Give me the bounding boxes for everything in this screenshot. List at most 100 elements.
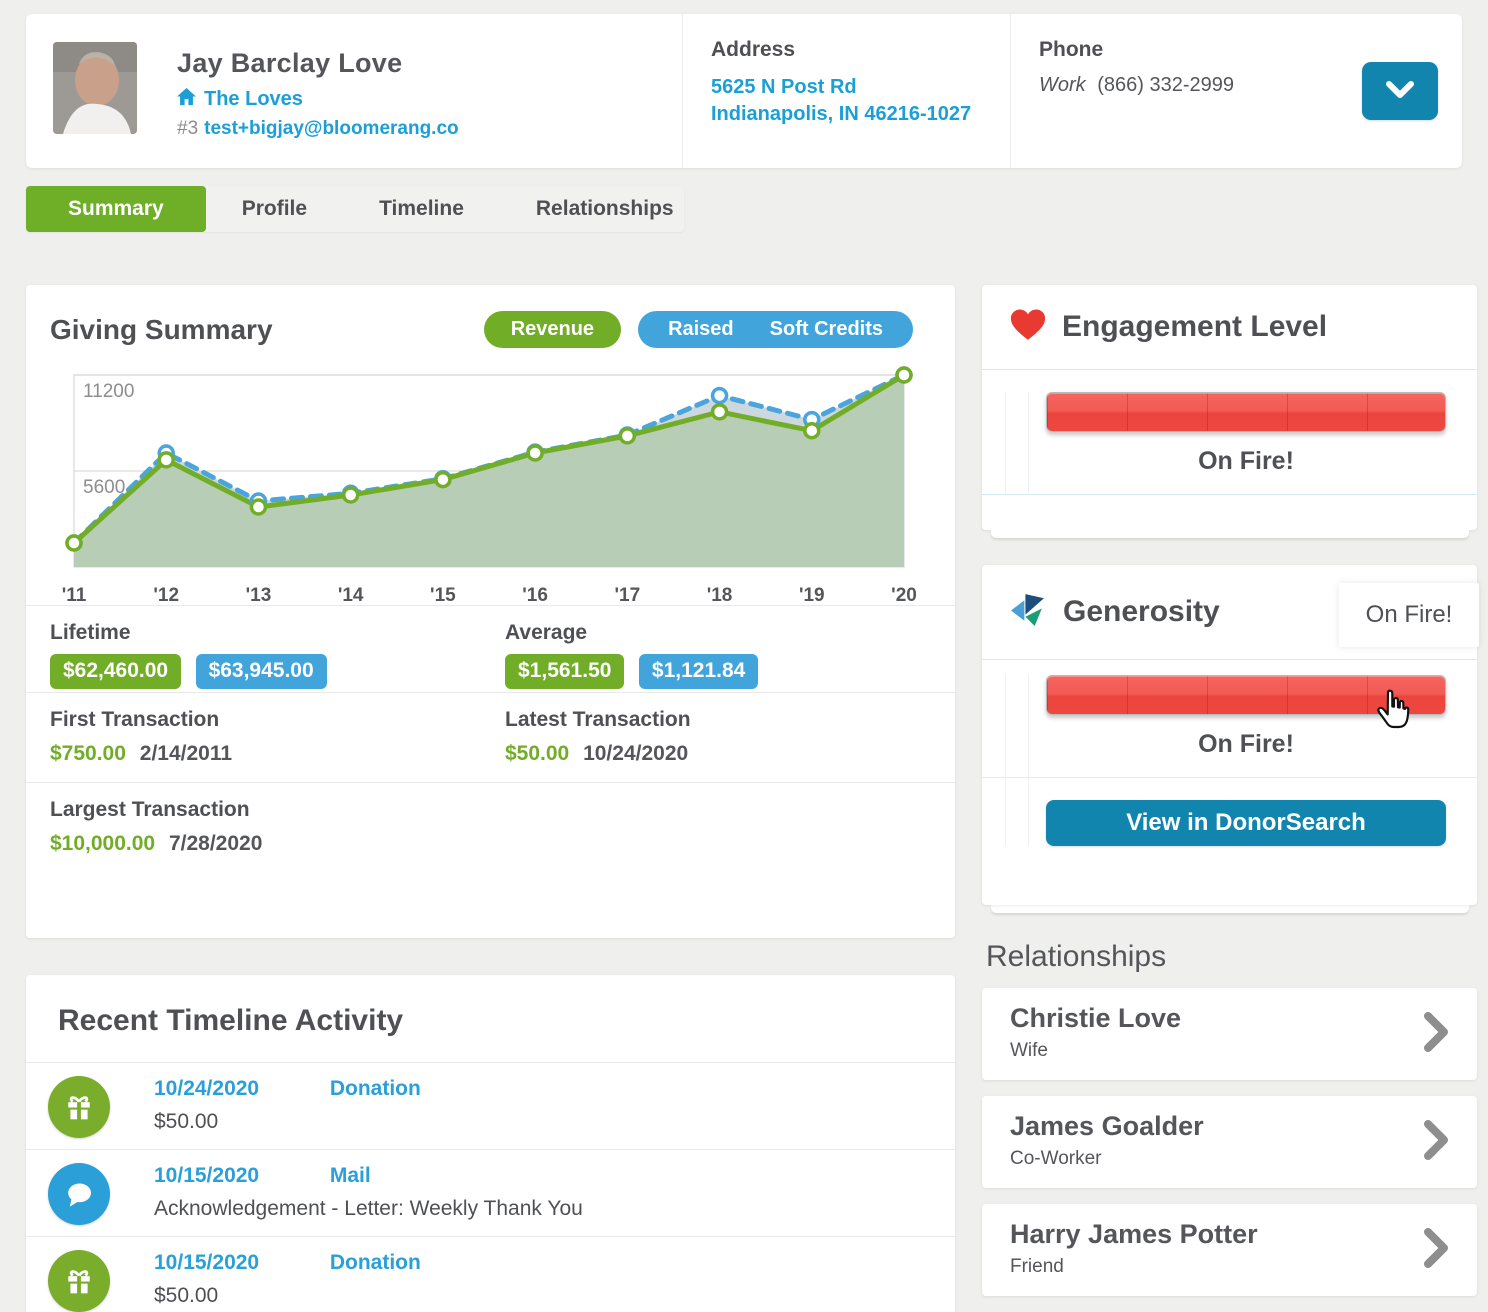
generosity-title: Generosity (1063, 595, 1220, 628)
generosity-meter[interactable] (1046, 675, 1446, 715)
svg-text:'13: '13 (246, 585, 272, 606)
giving-summary-card: Giving Summary Revenue Raised Soft Credi… (26, 285, 955, 938)
engagement-header: Engagement Level (982, 285, 1477, 370)
address-line1-link[interactable]: 5625 N Post Rd (711, 76, 857, 98)
soft-credits-toggle-button[interactable]: Soft Credits (769, 318, 883, 340)
largest-transaction-date: 7/28/2020 (168, 832, 263, 855)
giving-chart-wrap: 11200 5600 '11 '12 '13 '14 '15 '16 '17 '18 '19 '20 (62, 366, 917, 606)
phone-line: Work (866) 332-2999 (1039, 74, 1342, 97)
raised-toggle-button[interactable]: Raised (668, 318, 734, 340)
lifetime-revenue-badge: $62,460.00 (50, 654, 182, 689)
relationship-name: Christie Love (1010, 1003, 1182, 1033)
giving-chart[interactable]: 11200 5600 '11 '12 '13 '14 '15 '16 '17 '18 '19 '20 (62, 366, 917, 606)
svg-text:'19: '19 (799, 585, 825, 606)
header-actions (1342, 14, 1462, 168)
donor-email-link[interactable]: test+bigjay@bloomerang.co (204, 118, 459, 139)
generosity-body: On Fire! View in DonorSearch (982, 675, 1477, 846)
timeline-row[interactable]: 10/15/2020 Mail Acknowledgement - Letter… (26, 1149, 955, 1236)
totals-row: Lifetime $62,460.00 $63,945.00 Average $… (26, 605, 955, 692)
timeline-type-link[interactable]: Donation (329, 1251, 421, 1274)
svg-text:'11: '11 (62, 585, 87, 606)
largest-transaction-label: Largest Transaction (50, 798, 250, 821)
svg-text:'17: '17 (615, 585, 641, 606)
average-revenue-badge: $1,561.50 (505, 654, 625, 689)
svg-text:'20: '20 (891, 585, 917, 606)
svg-text:'15: '15 (430, 585, 456, 606)
tab-relationships[interactable]: Relationships (535, 197, 674, 220)
address-line2-link[interactable]: Indianapolis, IN 46216-1027 (711, 103, 972, 125)
address-section: Address 5625 N Post Rd Indianapolis, IN … (682, 14, 1010, 168)
timeline-row[interactable]: 10/24/2020 Donation $50.00 (26, 1062, 955, 1149)
donor-photo (53, 42, 137, 134)
timeline-type-link[interactable]: Mail (329, 1164, 371, 1187)
tab-profile[interactable]: Profile (241, 197, 308, 220)
average-cell: Average $1,561.50 $1,121.84 (505, 621, 955, 692)
chevron-right-icon (1423, 1120, 1449, 1165)
main-content: Giving Summary Revenue Raised Soft Credi… (26, 285, 1479, 1312)
engagement-card: Engagement Level On Fire! (982, 285, 1477, 530)
relationship-role: Co-Worker (1010, 1148, 1102, 1169)
raised-softcredits-toggle: Raised Soft Credits (638, 311, 913, 348)
view-in-donorsearch-button[interactable]: View in DonorSearch (1046, 800, 1446, 846)
timeline-date-link[interactable]: 10/15/2020 (154, 1164, 260, 1187)
phone-type: Work (1039, 74, 1086, 96)
relationship-name: Harry James Potter (1010, 1219, 1258, 1249)
household-link[interactable]: The Loves (204, 88, 303, 110)
lifetime-raised-badge: $63,945.00 (195, 654, 327, 689)
latest-transaction-cell: Latest Transaction $50.00 10/24/2020 (505, 708, 955, 782)
relationship-card[interactable]: James Goalder Co-Worker (982, 1096, 1477, 1188)
generosity-header: Generosity (982, 565, 1477, 660)
giving-summary-header: Giving Summary Revenue Raised Soft Credi… (26, 285, 955, 348)
latest-transaction-amount: $50.00 (505, 742, 570, 765)
timeline-row[interactable]: 10/15/2020 Donation $50.00 (26, 1236, 955, 1312)
timeline-type-link[interactable]: Donation (329, 1077, 421, 1100)
tab-timeline[interactable]: Timeline (379, 197, 464, 220)
relationship-card[interactable]: Christie Love Wife (982, 988, 1477, 1080)
chevron-right-icon (1423, 1228, 1449, 1273)
timeline-detail: $50.00 (154, 1284, 219, 1307)
timeline-date-link[interactable]: 10/24/2020 (154, 1077, 260, 1100)
phone-section: Phone Work (866) 332-2999 (1010, 14, 1342, 168)
donor-ident-text: Jay Barclay Love The Loves #3 test+bigjay… (177, 42, 459, 168)
relationship-role: Wife (1010, 1040, 1048, 1061)
account-number: #3 (177, 118, 199, 139)
relationship-name: James Goalder (1010, 1111, 1204, 1141)
profile-tabs: Summary Profile Timeline Relationships (26, 186, 684, 232)
donor-identity: Jay Barclay Love The Loves #3 test+bigjay… (26, 14, 682, 168)
gift-icon (48, 1250, 110, 1312)
svg-text:11200: 11200 (83, 381, 134, 402)
right-column: Engagement Level On Fire! (982, 285, 1479, 1312)
largest-transaction-cell: Largest Transaction $10,000.00 7/28/2020 (50, 798, 505, 888)
heart-icon (1010, 309, 1046, 346)
donor-name: Jay Barclay Love (177, 48, 403, 78)
address-label: Address (711, 38, 796, 61)
chat-icon (48, 1163, 110, 1225)
avatar-placeholder-image (53, 42, 137, 134)
timeline-detail: Acknowledgement - Letter: Weekly Thank Y… (154, 1197, 583, 1220)
timeline-detail: $50.00 (154, 1110, 219, 1133)
engagement-meter[interactable] (1046, 392, 1446, 432)
engagement-title: Engagement Level (1062, 310, 1328, 343)
household-row: The Loves (177, 88, 459, 111)
first-latest-row: First Transaction $750.00 2/14/2011 Late… (26, 692, 955, 782)
generosity-tooltip: On Fire! (1339, 583, 1479, 647)
latest-transaction-date: 10/24/2020 (583, 742, 689, 765)
lifetime-cell: Lifetime $62,460.00 $63,945.00 (50, 621, 505, 692)
tab-summary[interactable]: Summary (26, 186, 206, 232)
header-expand-button[interactable] (1362, 62, 1438, 120)
house-icon (177, 88, 196, 111)
phone-number: (866) 332-2999 (1097, 74, 1235, 96)
first-transaction-date: 2/14/2011 (139, 742, 233, 765)
gift-icon (48, 1076, 110, 1138)
lifetime-label: Lifetime (50, 621, 131, 644)
relationship-card[interactable]: Harry James Potter Friend (982, 1204, 1477, 1296)
revenue-toggle-button[interactable]: Revenue (483, 311, 622, 348)
timeline-date-link[interactable]: 10/15/2020 (154, 1251, 260, 1274)
largest-row: Largest Transaction $10,000.00 7/28/2020 (26, 782, 955, 888)
svg-text:5600: 5600 (83, 477, 125, 498)
svg-text:'18: '18 (707, 585, 733, 606)
engagement-level-label: On Fire! (1198, 447, 1294, 475)
card-stack-edge (990, 530, 1469, 538)
chevron-right-icon (1423, 1012, 1449, 1057)
svg-text:'12: '12 (153, 585, 179, 606)
